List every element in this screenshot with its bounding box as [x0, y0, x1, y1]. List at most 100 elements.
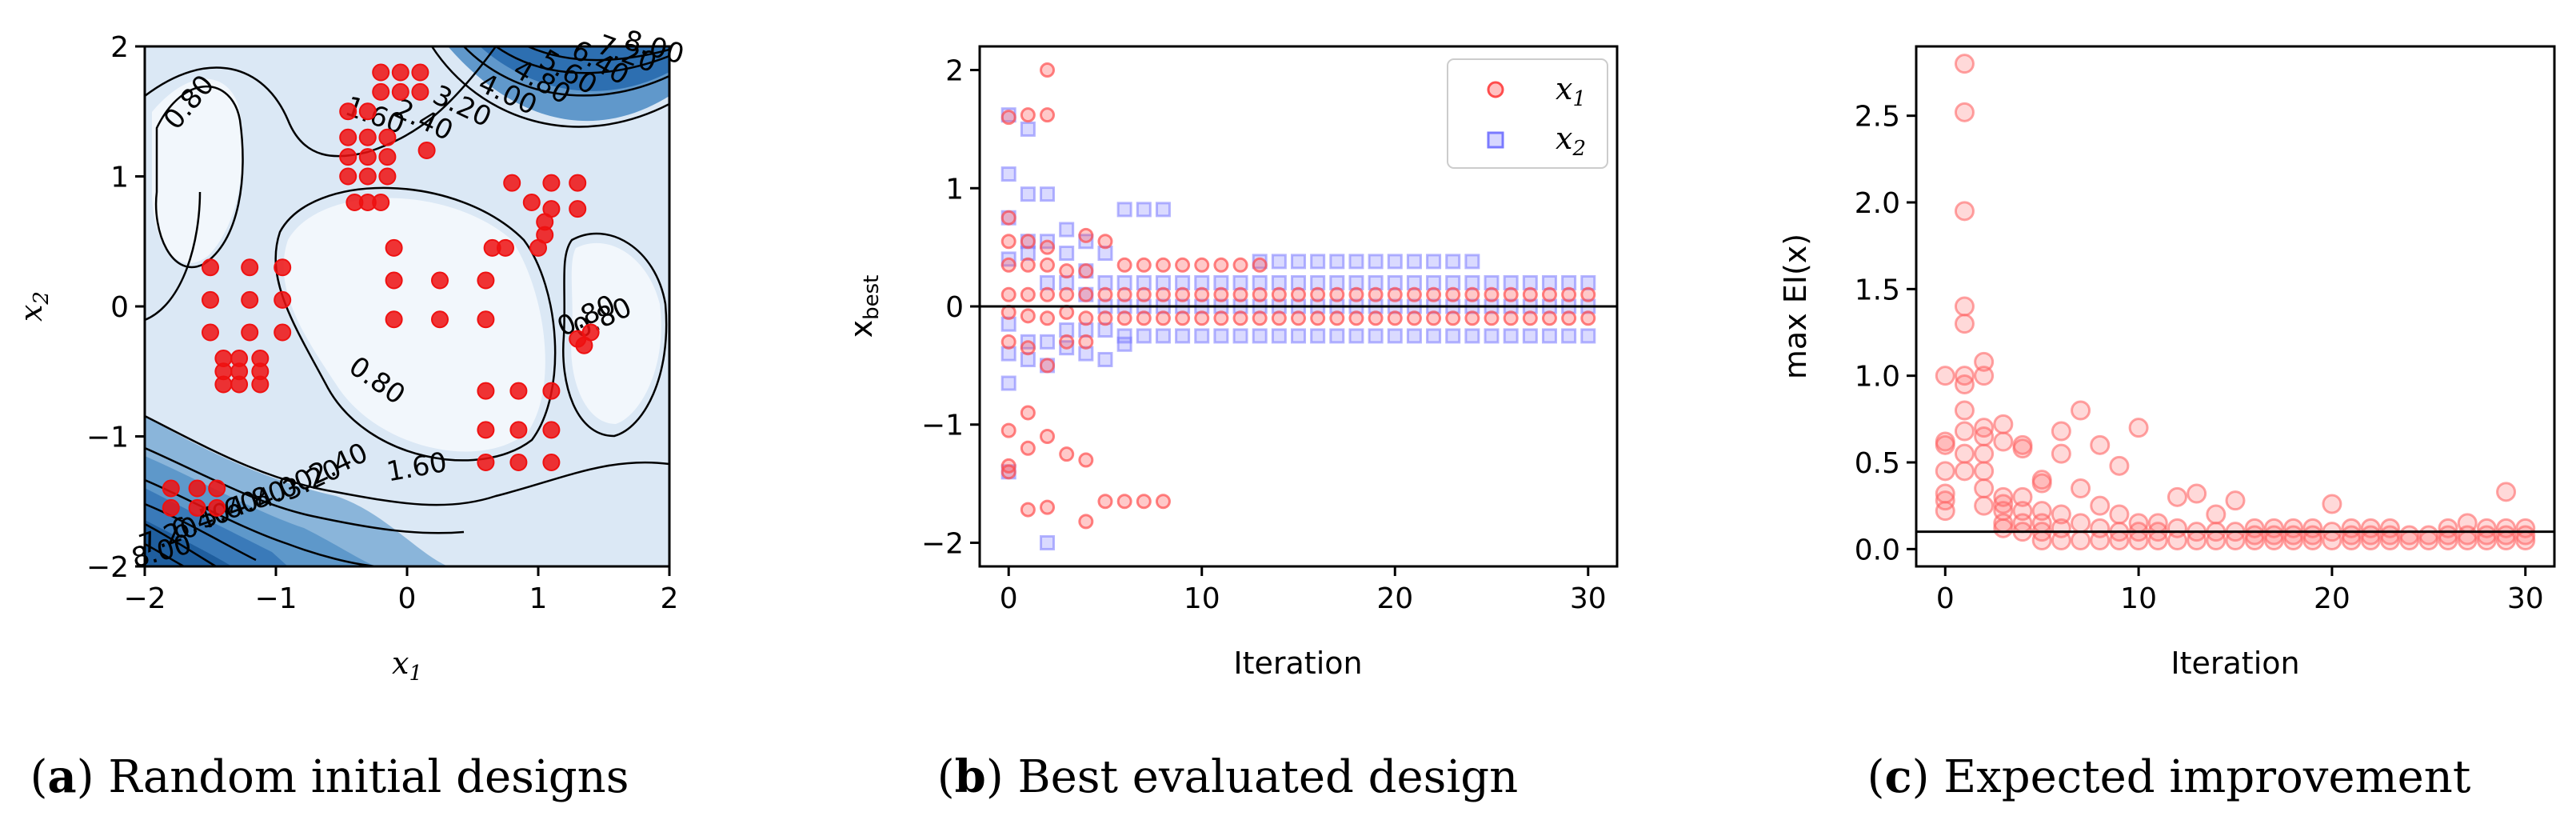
x1-point	[1078, 334, 1094, 350]
design-point	[385, 271, 403, 290]
x1-point	[1059, 446, 1075, 462]
design-point	[411, 82, 429, 101]
design-point	[385, 238, 403, 257]
x-tick-label: 20	[1376, 582, 1413, 615]
x1-point	[1000, 210, 1016, 226]
design-point	[202, 258, 219, 277]
ei-point	[2167, 486, 2187, 507]
legend-x2-label: x2	[1556, 121, 1586, 161]
design-point	[230, 375, 249, 394]
x1-point	[1175, 310, 1191, 326]
x1-point	[1020, 286, 1036, 302]
y-tick-label: 2.5	[1855, 101, 1900, 134]
x1-point	[1155, 494, 1171, 510]
x1-point	[1078, 227, 1094, 243]
x1-point	[1020, 502, 1036, 518]
ei-point	[2051, 443, 2071, 464]
x2-point	[1136, 202, 1152, 218]
x-tick-label: 0	[1000, 582, 1018, 615]
x2-point	[1059, 246, 1075, 262]
ei-point	[1935, 366, 1955, 386]
y-tick-label: −2	[921, 527, 964, 560]
design-point	[241, 258, 259, 277]
ei-point	[2071, 530, 2091, 550]
panel-c-scatter-chart: 0 10 20 30 0.0 0.5 1.0 1.5 2.0 2.5 Iteration max …	[1778, 45, 2556, 681]
x2-point	[1136, 328, 1152, 344]
ei-point	[1974, 426, 1995, 446]
x-tick-label: −2	[123, 582, 166, 615]
x2-point	[1387, 254, 1403, 270]
design-point	[339, 167, 357, 186]
x1-point	[1020, 440, 1036, 456]
design-point	[241, 323, 259, 342]
legend-x2-marker	[1487, 131, 1504, 149]
x1-point	[1078, 286, 1094, 302]
x2-point	[1252, 328, 1268, 344]
x2-point	[1020, 186, 1036, 202]
x2-point	[1194, 328, 1210, 344]
ei-point	[2457, 530, 2478, 550]
x1-point	[1078, 452, 1094, 468]
design-point	[431, 271, 449, 290]
x-axis-label: Iteration	[2171, 646, 2299, 681]
ei-point	[1954, 296, 1975, 317]
x1-point	[1020, 308, 1036, 324]
x1-point	[1000, 286, 1016, 302]
y-tick-label: 1	[110, 162, 129, 194]
y-axis-label: max EI(x)	[1778, 234, 1813, 379]
x1-point	[1175, 257, 1191, 273]
ei-point	[2263, 530, 2284, 550]
x2-point	[1387, 328, 1403, 344]
design-point	[431, 310, 449, 329]
x1-point	[1503, 286, 1519, 302]
design-point	[411, 63, 429, 82]
y-tick-label: 1.0	[1855, 361, 1900, 394]
x2-point	[1271, 254, 1287, 270]
x2-point	[1348, 328, 1364, 344]
x2-point	[1368, 328, 1384, 344]
ei-point	[2109, 504, 2130, 525]
x1-point	[1020, 257, 1036, 273]
design-point	[477, 421, 495, 439]
plot-frame	[1915, 45, 2556, 568]
x1-point	[1213, 257, 1229, 273]
ei-point	[1974, 366, 1995, 386]
x1-point	[1252, 286, 1268, 302]
ei-point	[2071, 400, 2091, 421]
x1-point	[1000, 304, 1016, 320]
x1-point	[1387, 310, 1403, 326]
design-point	[358, 128, 377, 146]
ei-point	[2322, 494, 2342, 514]
axis-ticks: 0 10 20 30 0.0 0.5 1.0 1.5 2.0 2.5	[1855, 101, 2544, 615]
x1-point	[1464, 286, 1480, 302]
ei-point	[1935, 501, 1955, 522]
x1-point	[1116, 310, 1132, 326]
ei-point	[2476, 530, 2497, 550]
ei-point	[1954, 201, 1975, 222]
ei-point	[1954, 461, 1975, 482]
x1-point	[1116, 286, 1132, 302]
axis-ticks: −2 −1 0 1 2 −2 −1 0 1 2	[86, 31, 679, 615]
x2-point	[1116, 328, 1132, 344]
x-tick-label: 30	[1570, 582, 1607, 615]
x2-point	[1406, 254, 1422, 270]
x2-point	[1097, 351, 1113, 367]
ei-point	[2515, 530, 2536, 550]
x2-point	[1541, 328, 1557, 344]
design-point	[503, 174, 521, 192]
design-point	[372, 82, 390, 101]
x1-point	[1252, 257, 1268, 273]
ei-point	[2071, 513, 2091, 534]
x1-point	[1503, 310, 1519, 326]
x1-point	[1059, 286, 1075, 302]
x1-point	[1059, 263, 1075, 279]
x1-point	[1271, 310, 1287, 326]
x2-point	[1020, 121, 1036, 137]
x1-point	[1040, 62, 1056, 78]
x1-point	[1136, 257, 1152, 273]
caption-b: (b) Best evaluated design	[937, 750, 1518, 803]
design-point	[208, 479, 226, 498]
ei-point	[2438, 530, 2458, 550]
design-point	[542, 200, 561, 218]
